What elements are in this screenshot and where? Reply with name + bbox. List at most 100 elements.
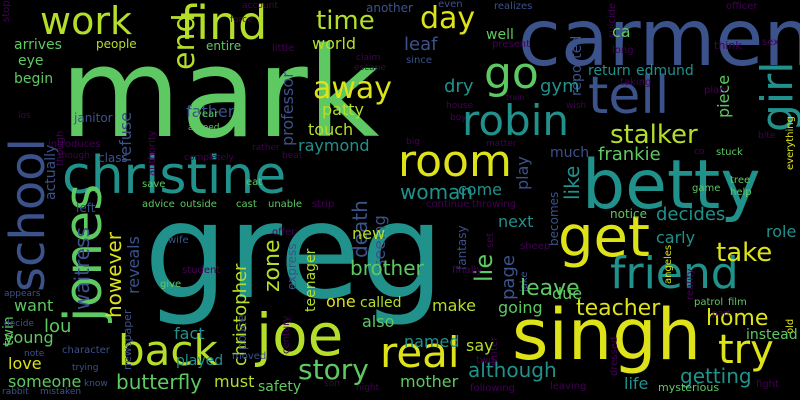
word-called: called	[360, 295, 402, 311]
word-house: house	[446, 101, 474, 111]
word-someone: someone	[8, 372, 82, 391]
word-help: help	[730, 187, 752, 198]
word-dressed: dressed	[609, 336, 620, 376]
word-notice: notice	[610, 207, 647, 221]
word-appears: appears	[4, 289, 41, 299]
word-christine: christine	[62, 146, 287, 206]
word-finally: finally	[452, 265, 483, 276]
word-leave: leave	[520, 276, 580, 301]
word-bite: bite	[758, 131, 776, 141]
word-butterfly: butterfly	[116, 370, 203, 394]
word-singh: singh	[512, 294, 702, 376]
word-year: year	[196, 109, 219, 120]
word-mother: mother	[400, 372, 459, 391]
word-two: two	[476, 355, 495, 366]
word-room: room	[398, 136, 512, 187]
word-touch: touch	[308, 120, 354, 139]
word-joe: joe	[256, 301, 344, 369]
word-end: end	[167, 13, 202, 70]
word-dry: dry	[444, 76, 474, 97]
word-stuck: stuck	[716, 147, 743, 158]
word-want: want	[14, 296, 54, 315]
word-express: express	[285, 243, 299, 290]
word-present: present	[492, 39, 531, 50]
word-next: next	[498, 212, 534, 231]
word-patrol: patrol	[694, 297, 724, 308]
word-night: night	[356, 383, 380, 393]
word-sheep: sheep	[520, 241, 551, 252]
word-decides: decides	[656, 204, 726, 225]
word-mistaken: mistaken	[40, 387, 82, 397]
word-story: story	[298, 353, 369, 386]
word-begin: begin	[14, 71, 54, 87]
word-think: think	[714, 39, 742, 52]
word-sex: sex	[762, 37, 780, 48]
word-however: however	[102, 232, 126, 318]
word-reveals: reveals	[124, 236, 143, 294]
word-even: even	[438, 0, 463, 10]
word-co: co	[694, 147, 705, 157]
word-time: time	[316, 6, 375, 36]
word-return: return	[588, 63, 631, 79]
word-young: young	[4, 328, 54, 347]
word-train: train	[506, 93, 525, 102]
word-eye: eye	[18, 53, 44, 69]
word-named: named	[404, 332, 460, 351]
word-betty: betty	[582, 146, 761, 225]
word-played: played	[176, 353, 224, 369]
word-wish: wish	[566, 101, 587, 111]
word-know: know	[84, 379, 108, 389]
word-film: film	[728, 297, 747, 308]
word-janitor: janitor	[74, 111, 113, 125]
word-angeles: angeles	[663, 244, 674, 284]
word-life: life	[624, 374, 649, 393]
word-play: play	[513, 156, 532, 190]
word-outside: outside	[180, 199, 217, 210]
word-save: save	[142, 179, 166, 190]
word-century: century	[281, 315, 292, 354]
word-robin: robin	[462, 96, 569, 145]
word-carly: carly	[656, 228, 696, 247]
word-account: account	[242, 1, 278, 11]
word-one: one	[326, 292, 356, 311]
word-make: make	[432, 296, 476, 315]
word-patty: patty	[322, 100, 364, 119]
word-moved: moved	[232, 351, 267, 362]
word-leaf: leaf	[404, 34, 438, 55]
word-plan: plan	[704, 85, 726, 96]
word-since-h: since	[406, 55, 432, 66]
word-class: class	[98, 151, 128, 165]
word-friend: friend	[610, 248, 739, 299]
word-stop: stop	[1, 0, 12, 22]
word-cast: cast	[236, 199, 257, 210]
word-matter-h: matter	[486, 139, 517, 149]
word-game: game	[692, 183, 721, 194]
word-mysterious: mysterious	[658, 381, 720, 394]
word-like: like	[560, 165, 584, 200]
word-rabbit: rabbit	[2, 387, 29, 397]
word-brother: brother	[350, 256, 424, 280]
word-professor: professor	[278, 71, 297, 146]
word-well: well	[486, 27, 514, 43]
word-son: son	[324, 379, 340, 389]
word-back: back	[118, 326, 218, 375]
word-go: go	[484, 48, 539, 99]
word-love: love	[8, 354, 42, 373]
word-realizes: realizes	[494, 1, 533, 12]
word-day: day	[420, 1, 476, 36]
word-big: big	[406, 137, 420, 147]
word-going: going	[498, 298, 543, 317]
word-tree: tree	[730, 175, 751, 186]
word-entire: entire	[206, 39, 242, 53]
word-work: work	[40, 0, 132, 43]
word-instead: instead	[746, 327, 798, 343]
word-arrives: arrives	[14, 37, 62, 53]
word-fight: fight	[756, 379, 779, 390]
word-try: try	[718, 327, 774, 373]
word-page: page	[498, 255, 519, 300]
word-due: due	[552, 284, 583, 303]
word-left: left	[76, 201, 96, 215]
word-everything: everything	[785, 116, 796, 170]
word-although: although	[468, 358, 557, 382]
